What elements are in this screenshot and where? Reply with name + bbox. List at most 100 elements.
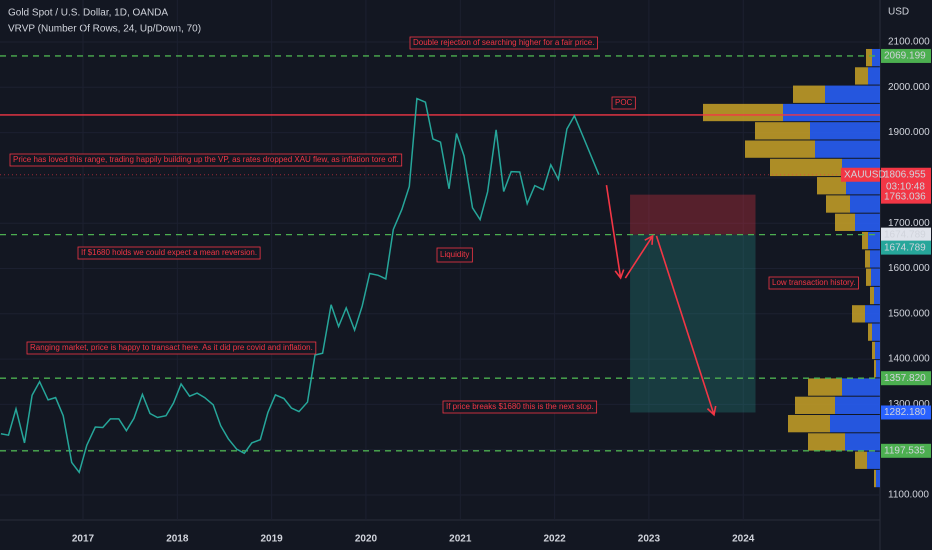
vp-up-bar <box>815 140 880 158</box>
price-line <box>0 97 600 474</box>
annotation-box <box>26 341 317 355</box>
annotation: Price has loved this range, trading happ… <box>13 155 399 164</box>
vp-down-bar <box>835 213 855 231</box>
annotation-box <box>611 96 636 110</box>
vp-up-bar <box>867 451 880 469</box>
vp-up-bar <box>845 433 880 451</box>
x-tick-label: 2024 <box>732 534 755 545</box>
vp-down-bar <box>808 378 842 396</box>
vp-down-bar <box>872 341 875 360</box>
chart-title: Gold Spot / U.S. Dollar, 1D, OANDA <box>8 8 168 19</box>
vp-down-bar <box>866 268 871 286</box>
x-tick-label: 2018 <box>166 534 189 545</box>
target-zone <box>630 234 756 413</box>
vp-down-bar <box>866 48 872 67</box>
vp-down-bar <box>826 195 850 213</box>
vp-down-bar <box>862 231 868 250</box>
poc-label: POC <box>615 98 633 107</box>
vp-up-bar <box>876 360 880 378</box>
level-tag-bg <box>881 443 931 458</box>
vp-up-bar <box>830 414 880 433</box>
entry-tag-bg <box>881 240 931 255</box>
vp-up-bar <box>868 231 880 250</box>
vp-up-bar <box>868 67 880 85</box>
projection-arrow <box>624 234 654 279</box>
last-price: 1806.955 <box>884 169 926 180</box>
level-tag-bg <box>881 227 931 242</box>
level-tag: 1357.820 <box>884 373 926 384</box>
last-price-bg <box>881 167 931 194</box>
vp-down-bar <box>703 103 783 122</box>
symbol-label: XAUUSD <box>844 169 886 180</box>
vp-down-bar <box>868 323 872 341</box>
vp-up-bar <box>783 103 880 122</box>
vp-up-bar <box>871 268 880 286</box>
projection-arrow <box>605 185 625 280</box>
annotation: Low transaction history. <box>772 278 855 287</box>
level-tag-bg <box>881 48 931 63</box>
projection-arrow <box>655 235 717 417</box>
vp-down-bar <box>770 158 842 177</box>
vp-down-bar <box>865 250 870 268</box>
vp-up-bar <box>876 469 880 488</box>
level-tag: 2069.199 <box>884 51 926 62</box>
entry-tag: 1674.789 <box>884 242 926 253</box>
level-tag: 1674.789 <box>884 229 926 240</box>
vp-down-bar <box>808 433 845 451</box>
vp-down-bar <box>745 140 815 158</box>
annotation-box <box>436 247 473 263</box>
annotation-box <box>442 400 598 414</box>
vp-down-bar <box>874 360 876 378</box>
x-tick-label: 2021 <box>449 534 472 545</box>
countdown: 03:10:48 <box>886 181 925 192</box>
vp-down-bar <box>793 85 825 103</box>
symbol-bg <box>841 167 880 182</box>
annotation-box <box>409 36 598 50</box>
x-tick-label: 2020 <box>355 534 378 545</box>
y-tick-label: 1700.000 <box>888 218 930 229</box>
vp-down-bar <box>874 469 876 488</box>
vp-up-bar <box>850 195 880 213</box>
x-tick-label: 2017 <box>72 534 95 545</box>
currency-label: USD <box>888 7 909 18</box>
y-tick-label: 1600.000 <box>888 263 930 274</box>
x-tick-label: 2023 <box>638 534 661 545</box>
vp-up-bar <box>874 286 880 305</box>
vp-down-bar <box>817 177 846 195</box>
y-tick-label: 1100.000 <box>888 490 929 501</box>
vp-up-bar <box>875 341 880 360</box>
vp-up-bar <box>810 122 880 140</box>
stop-zone <box>630 194 756 235</box>
annotation-box <box>768 276 859 290</box>
vp-up-bar <box>870 250 880 268</box>
stop-tag-bg <box>881 189 931 204</box>
y-tick-label: 1900.000 <box>888 127 930 138</box>
vp-up-bar <box>855 213 880 231</box>
vp-down-bar <box>795 396 835 414</box>
vp-up-bar <box>872 48 880 67</box>
target-tag-bg <box>881 405 931 420</box>
y-tick-label: 1500.000 <box>888 308 930 319</box>
vp-up-bar <box>835 396 880 414</box>
vp-up-bar <box>872 323 880 341</box>
annotation: Liquidity <box>440 250 469 259</box>
vp-down-bar <box>855 67 868 85</box>
y-tick-label: 1300.000 <box>888 399 930 410</box>
target-tag: 1282.180 <box>884 407 926 418</box>
annotation-box <box>9 153 403 167</box>
y-tick-label: 2000.000 <box>888 82 930 93</box>
x-tick-label: 2019 <box>261 534 284 545</box>
annotation-box <box>77 246 261 260</box>
annotation: Ranging market, price is happy to transa… <box>30 343 313 352</box>
level-tag: 1197.535 <box>884 445 925 456</box>
x-tick-label: 2022 <box>543 534 566 545</box>
annotation: If $1680 holds we could expect a mean re… <box>81 248 257 257</box>
vp-down-bar <box>855 451 867 469</box>
vp-down-bar <box>852 305 865 323</box>
stop-tag: 1763.036 <box>884 191 926 202</box>
y-tick-label: 1400.000 <box>888 354 930 365</box>
y-tick-label: 2100.000 <box>888 37 930 48</box>
vp-down-bar <box>755 122 810 140</box>
